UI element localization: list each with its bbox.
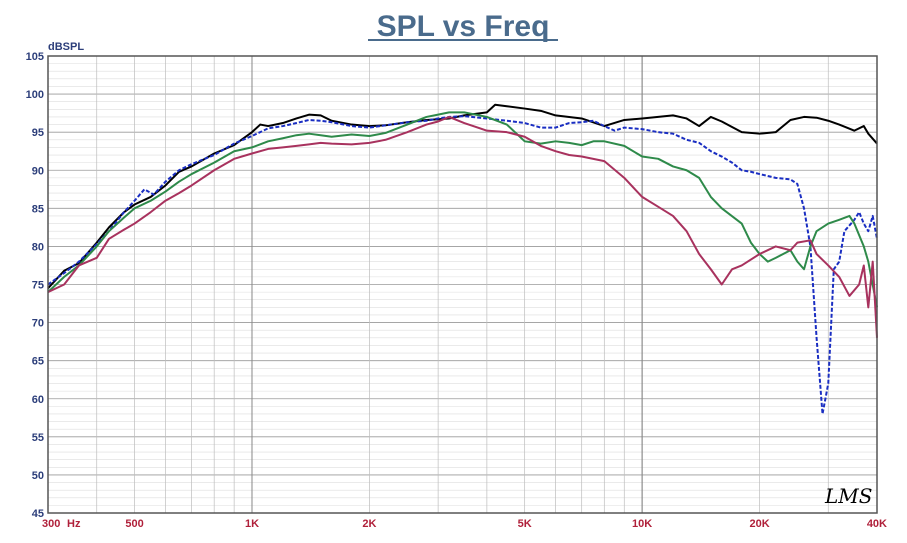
y-tick-label: 100: [26, 89, 44, 101]
y-tick-label: 50: [32, 470, 44, 482]
y-axis-label: dBSPL: [48, 41, 84, 53]
x-tick-label: 40K: [867, 518, 887, 530]
y-tick-label: 85: [32, 203, 44, 215]
y-tick-label: 55: [32, 432, 44, 444]
x-tick-label: 500: [125, 518, 143, 530]
series-line-3: [47, 111, 878, 308]
y-tick-label: 105: [26, 51, 44, 63]
series-line-2: [47, 115, 878, 415]
x-tick-label: 5K: [518, 518, 532, 530]
plot-frame: [47, 55, 878, 514]
x-tick-labels: 300 500 1K 2K 5K 10K 20K 40K: [42, 518, 887, 530]
x-unit-label: Hz: [67, 518, 81, 530]
x-tick-label: 1K: [245, 518, 259, 530]
series-line-1: [47, 103, 878, 289]
y-tick-label: 70: [32, 318, 44, 330]
y-tick-label: 45: [32, 508, 44, 520]
x-tick-label: 10K: [632, 518, 652, 530]
x-tick-label: 2K: [362, 518, 376, 530]
y-tick-label: 65: [32, 356, 44, 368]
series-line-4: [47, 115, 878, 338]
series-layer: [47, 103, 878, 415]
y-tick-label: 90: [32, 165, 44, 177]
lms-logo: LMS: [824, 484, 872, 508]
x-tick-label: 20K: [749, 518, 769, 530]
chart-title: SPL vs Freq: [377, 10, 550, 43]
y-tick-label: 80: [32, 241, 44, 253]
grid: [47, 55, 878, 514]
x-tick-label: 300: [42, 518, 60, 530]
y-tick-labels: 45 50 55 60 65 70 75 80 85 90 95 100 105: [26, 51, 44, 520]
y-tick-label: 60: [32, 394, 44, 406]
y-tick-label: 95: [32, 127, 44, 139]
y-tick-label: 75: [32, 280, 44, 292]
